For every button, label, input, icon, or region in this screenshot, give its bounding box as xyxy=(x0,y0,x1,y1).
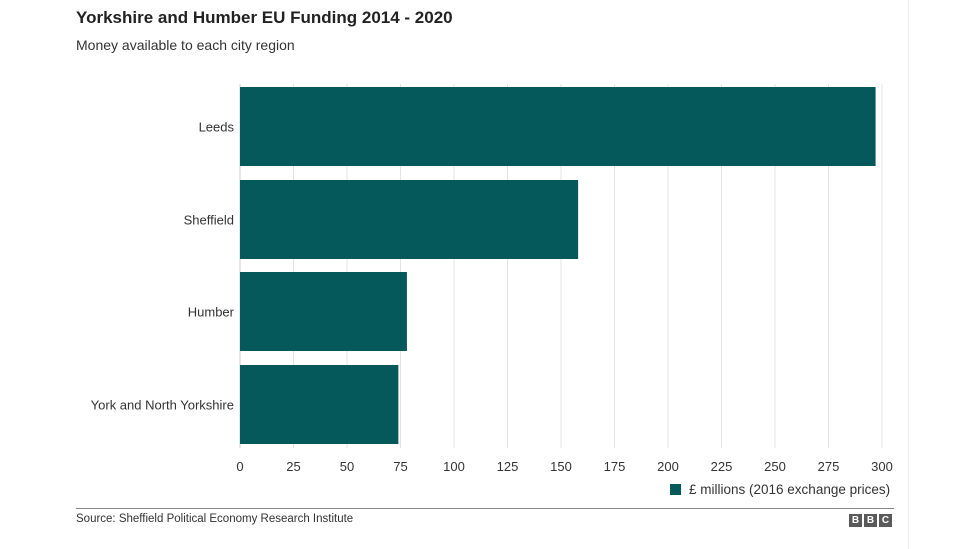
legend: £ millions (2016 exchange prices) xyxy=(670,482,890,497)
bar-sheffield xyxy=(240,180,579,259)
category-label: Leeds xyxy=(199,120,235,135)
x-axis-ticks: 0 25 50 75 100 125 150 175 200 225 250 275 300 xyxy=(236,459,892,474)
x-tick-label: 300 xyxy=(871,459,893,474)
chart-subtitle: Money available to each city region xyxy=(76,37,295,53)
category-label: York and North Yorkshire xyxy=(91,398,234,413)
right-edge-divider xyxy=(908,0,909,549)
chart-title: Yorkshire and Humber EU Funding 2014 - 2… xyxy=(76,8,453,27)
logo-letter-c: C xyxy=(879,514,892,527)
category-labels: Leeds Sheffield Humber York and North Yorks… xyxy=(91,120,235,413)
x-tick-label: 250 xyxy=(764,459,786,474)
legend-swatch xyxy=(670,484,681,495)
bar-humber xyxy=(240,272,407,351)
x-tick-label: 50 xyxy=(340,459,354,474)
source-note: Source: Sheffield Political Economy Rese… xyxy=(76,513,354,525)
footer-divider xyxy=(76,508,894,509)
bar-leeds xyxy=(240,87,876,166)
x-tick-label: 125 xyxy=(497,459,519,474)
logo-letter-b2: B xyxy=(864,514,877,527)
x-tick-label: 200 xyxy=(657,459,679,474)
x-tick-label: 150 xyxy=(550,459,572,474)
x-tick-label: 275 xyxy=(818,459,840,474)
x-tick-label: 100 xyxy=(443,459,465,474)
x-tick-label: 0 xyxy=(236,459,243,474)
bars xyxy=(240,87,876,444)
x-tick-label: 225 xyxy=(711,459,733,474)
bbc-logo: B B C xyxy=(849,514,892,527)
bar-york-and-north-yorkshire xyxy=(240,365,399,444)
logo-letter-b1: B xyxy=(849,514,862,527)
category-label: Humber xyxy=(188,305,235,320)
x-tick-label: 175 xyxy=(604,459,626,474)
x-tick-label: 75 xyxy=(393,459,407,474)
legend-label: £ millions (2016 exchange prices) xyxy=(689,482,891,497)
x-tick-label: 25 xyxy=(286,459,300,474)
category-label: Sheffield xyxy=(184,213,234,228)
